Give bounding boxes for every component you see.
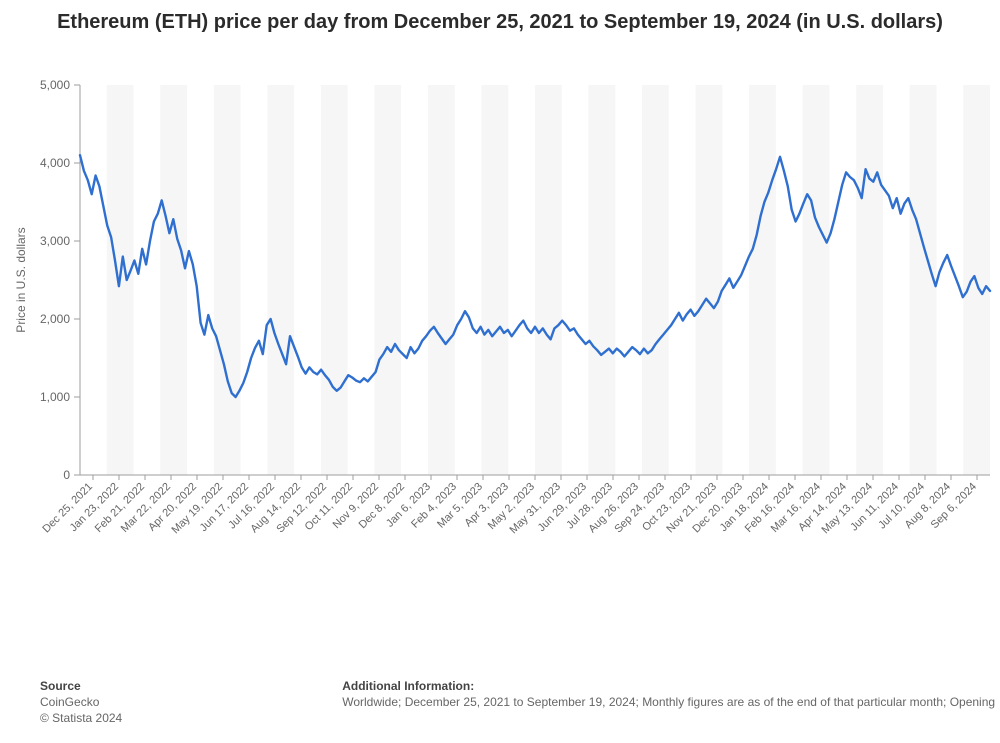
svg-text:Price in U.S. dollars: Price in U.S. dollars — [14, 227, 28, 332]
chart-area: 0 1,000 2,000 3,000 4,000 5,000 Price in U.S. … — [0, 75, 1000, 635]
info-text: Worldwide; December 25, 2021 to Septembe… — [342, 695, 995, 709]
source-name: CoinGecko — [40, 695, 122, 709]
svg-text:1,000: 1,000 — [40, 390, 70, 404]
chart-title: Ethereum (ETH) price per day from Decemb… — [0, 10, 1000, 35]
svg-text:2,000: 2,000 — [40, 312, 70, 326]
chart-svg: 0 1,000 2,000 3,000 4,000 5,000 Price in U.S. … — [0, 75, 1000, 635]
svg-text:5,000: 5,000 — [40, 78, 70, 92]
source-block: Source CoinGecko © Statista 2024 — [40, 679, 122, 725]
source-label: Source — [40, 679, 122, 693]
info-label: Additional Information: — [342, 679, 995, 693]
svg-text:4,000: 4,000 — [40, 156, 70, 170]
footer: Source CoinGecko © Statista 2024 Additio… — [40, 679, 1000, 725]
svg-text:3,000: 3,000 — [40, 234, 70, 248]
info-block: Additional Information: Worldwide; Decem… — [342, 679, 995, 725]
copyright: © Statista 2024 — [40, 711, 122, 725]
svg-text:0: 0 — [63, 468, 70, 482]
